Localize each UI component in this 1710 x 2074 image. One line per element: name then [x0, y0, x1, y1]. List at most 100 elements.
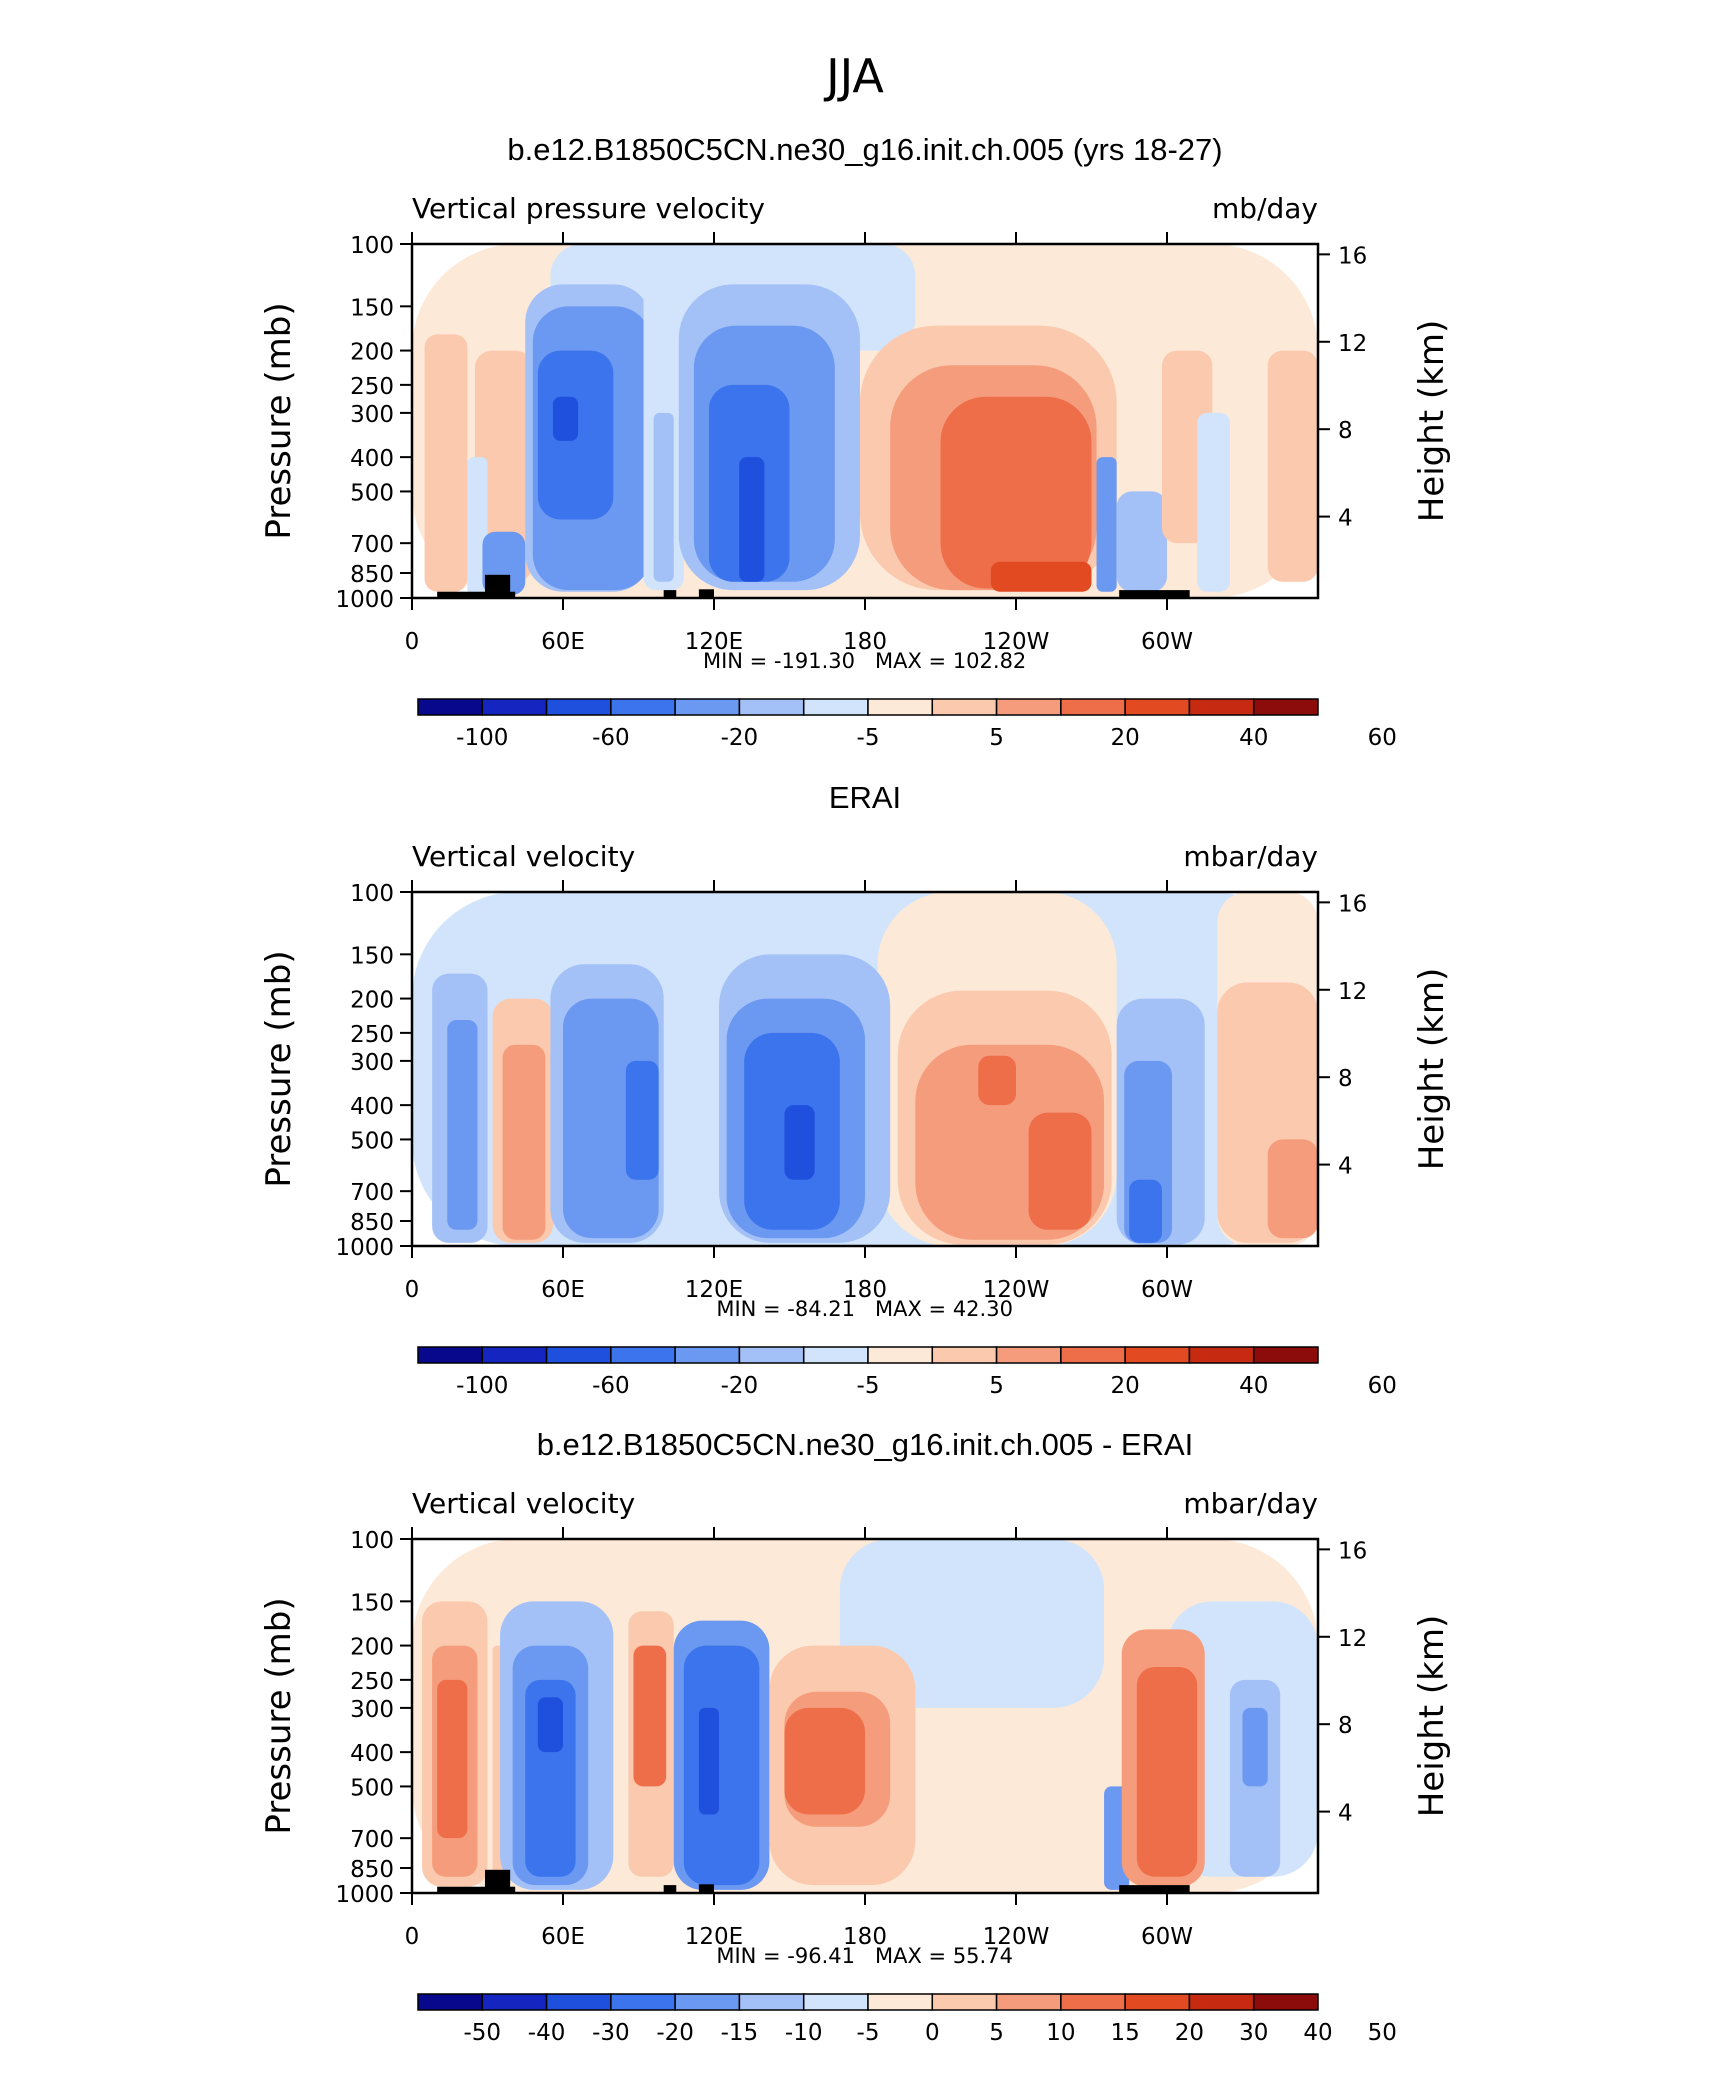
colorbar-swatch	[610, 698, 676, 716]
colorbar-swatch	[802, 1993, 869, 2011]
height-tick-label: 12	[1338, 331, 1367, 357]
pressure-tick-label: 500	[350, 480, 394, 506]
contour-region	[683, 1645, 760, 1886]
colorbar-swatch	[931, 698, 998, 716]
terrain-mask	[698, 1884, 714, 1893]
min-label: MIN = -96.41	[716, 1944, 855, 1968]
colorbar-swatch	[417, 1346, 484, 1364]
pressure-tick-label: 150	[350, 295, 394, 321]
colorbar-label: 20	[1111, 1373, 1140, 1399]
panel-left-label: Vertical velocity	[412, 1487, 635, 1520]
colorbar-label: 50	[1368, 2020, 1397, 2046]
pressure-tick-label: 200	[350, 1635, 394, 1661]
lon-tick-label: 0	[405, 629, 420, 655]
pressure-tick-label: 850	[350, 1857, 394, 1883]
pressure-tick-label: 250	[350, 374, 394, 400]
height-tick-label: 12	[1338, 979, 1367, 1005]
pressure-tick-label: 700	[350, 532, 394, 558]
colorbar-label: 10	[1046, 2020, 1075, 2046]
lon-tick-label: 180	[843, 629, 887, 655]
lon-tick-label: 120E	[685, 629, 743, 655]
colorbar-swatch	[995, 698, 1062, 716]
colorbar-label: 20	[1175, 2020, 1204, 2046]
contour-region	[784, 1707, 865, 1815]
pressure-tick-label: 400	[350, 1094, 394, 1120]
contour-region	[1197, 412, 1230, 592]
contour-region	[437, 1679, 468, 1839]
colorbar-label: 5	[989, 2020, 1004, 2046]
pressure-tick-label: 500	[350, 1775, 394, 1801]
colorbar-label: -20	[656, 2020, 694, 2046]
colorbar-label: -40	[528, 2020, 566, 2046]
colorbar-label: -20	[721, 725, 759, 751]
contour-region	[424, 334, 468, 592]
colorbar-label: 40	[1303, 2020, 1332, 2046]
panel-title: b.e12.B1850C5CN.ne30_g16.init.ch.005 - E…	[537, 1427, 1194, 1462]
terrain-mask	[663, 590, 677, 598]
colorbar-swatch	[481, 1993, 548, 2011]
contour-region	[784, 1105, 815, 1180]
contour-region	[739, 457, 765, 582]
lon-tick-label: 180	[843, 1277, 887, 1303]
height-tick-label: 16	[1338, 891, 1367, 917]
colorbar-swatch	[738, 1993, 805, 2011]
panel-left-label: Vertical pressure velocity	[412, 192, 765, 225]
lon-tick-label: 60E	[541, 629, 585, 655]
colorbar-label: -50	[463, 2020, 501, 2046]
contour-region	[1242, 1707, 1268, 1787]
colorbar-swatch	[1060, 1346, 1126, 1364]
colorbar-swatch	[867, 1993, 934, 2011]
colorbar-swatch	[545, 1346, 612, 1364]
pressure-axis-label: Pressure (mb)	[259, 302, 299, 539]
lon-tick-label: 60E	[541, 1277, 585, 1303]
contour-region	[1267, 1139, 1318, 1239]
pressure-tick-label: 250	[350, 1022, 394, 1048]
pressure-tick-label: 1000	[335, 1882, 394, 1908]
pressure-tick-label: 300	[350, 1697, 394, 1723]
panel-units-label: mbar/day	[1183, 840, 1318, 873]
colorbar-swatch	[867, 1346, 934, 1364]
colorbar-swatch	[674, 698, 741, 716]
colorbar: -50 -40 -30 -20 -15 -10 -5 0 5 10 15 20 30 40 50	[417, 1993, 1397, 2046]
contour-region	[625, 1060, 659, 1180]
height-tick-label: 4	[1338, 1801, 1353, 1827]
contour-region	[940, 396, 1092, 589]
height-tick-label: 4	[1338, 1154, 1353, 1180]
lon-tick-label: 60W	[1141, 1277, 1193, 1303]
min-label: MIN = -84.21	[716, 1297, 855, 1321]
height-tick-label: 4	[1338, 506, 1353, 532]
colorbar-label: 5	[989, 1373, 1004, 1399]
colorbar-swatch	[867, 698, 934, 716]
colorbar: -100 -60 -20 -5 5 20 40 60	[417, 1346, 1397, 1399]
colorbar-label: 60	[1368, 725, 1397, 751]
colorbar-label: -15	[721, 2020, 759, 2046]
pressure-axis-label: Pressure (mb)	[259, 1597, 299, 1834]
colorbar-label: 20	[1111, 725, 1140, 751]
lon-tick-label: 120W	[983, 629, 1050, 655]
contour-field	[412, 1539, 1318, 1893]
contour-region	[1136, 1667, 1198, 1877]
lon-tick-label: 180	[843, 1924, 887, 1950]
contour-region	[1267, 350, 1318, 582]
pressure-tick-label: 150	[350, 1590, 394, 1616]
contour-region	[698, 1707, 720, 1815]
colorbar-label: -20	[721, 1373, 759, 1399]
colorbar-swatch	[674, 1346, 741, 1364]
colorbar-label: 30	[1239, 2020, 1268, 2046]
colorbar-swatch	[610, 1346, 676, 1364]
height-tick-label: 8	[1338, 418, 1353, 444]
height-tick-label: 16	[1338, 243, 1367, 269]
contour-region	[633, 1645, 667, 1787]
colorbar-label: -5	[857, 2020, 880, 2046]
colorbar-swatch	[545, 698, 612, 716]
contour-region	[978, 1055, 1016, 1106]
contour-region	[537, 1697, 563, 1753]
colorbar-swatch	[931, 1993, 998, 2011]
max-label: MAX = 102.82	[875, 649, 1026, 673]
colorbar-swatch	[1252, 1346, 1319, 1364]
colorbar-label: 0	[925, 2020, 940, 2046]
terrain-mask	[437, 1886, 516, 1893]
colorbar-label: 5	[989, 725, 1004, 751]
